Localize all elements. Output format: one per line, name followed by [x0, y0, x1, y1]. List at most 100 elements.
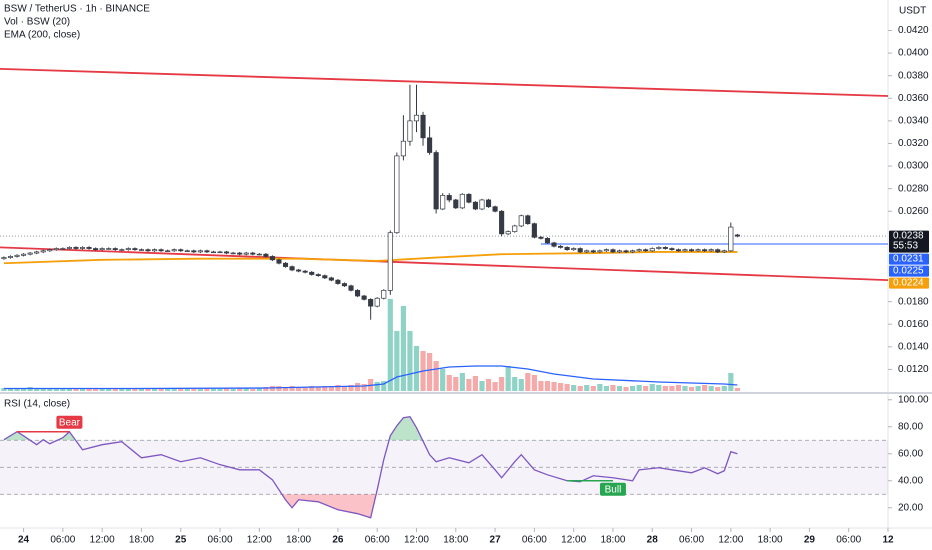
countdown-label: 55:53 [893, 241, 918, 252]
x-tick-label: 18:00 [600, 535, 625, 546]
x-tick-label: 12:00 [247, 535, 272, 546]
rsi-tick-label: 20.00 [898, 502, 923, 513]
volume-bar [557, 383, 564, 391]
volume-bar [184, 388, 190, 391]
price-label-box [889, 277, 929, 289]
candle-body [119, 249, 125, 251]
volume-bar [230, 389, 236, 391]
volume-bar [263, 387, 269, 391]
ema-line [3, 251, 738, 265]
volume-bar [328, 386, 334, 391]
volume-bar [721, 386, 727, 391]
divergence-label-box [56, 415, 83, 429]
volume-bar [610, 385, 616, 391]
y-tick-label: 0.0300 [898, 161, 929, 172]
candle-body [250, 252, 256, 255]
volume-bar [675, 385, 682, 391]
candle-body [734, 234, 740, 237]
y-tick-label: 0.0140 [898, 341, 929, 352]
volume-bar [315, 387, 321, 391]
volume-bar [492, 382, 498, 391]
candle-body [407, 120, 413, 142]
volume-bar [73, 389, 79, 391]
candle-body [662, 247, 668, 249]
candle-body [610, 249, 616, 253]
candle-body [355, 289, 361, 297]
candle-body [197, 250, 203, 253]
x-tick-label: 12:00 [90, 535, 115, 546]
volume-bar [433, 361, 439, 391]
candle-body [440, 195, 446, 210]
candle-body [688, 249, 695, 252]
candle-body [269, 256, 275, 261]
candle-body [191, 250, 197, 253]
volume-bar [132, 389, 138, 391]
candle-body [243, 252, 249, 255]
volume-bar [151, 389, 158, 391]
volume-bar [531, 375, 537, 391]
candle-body [165, 250, 171, 252]
volume-bar [597, 384, 603, 391]
volume-bar [525, 373, 531, 391]
volume-bar [643, 386, 649, 391]
x-tick-label: 28 [647, 535, 659, 546]
trend-line [0, 68, 888, 97]
y-tick-label: 0.0420 [898, 25, 929, 36]
candle-body [204, 250, 210, 253]
candle-body [643, 249, 649, 252]
y-tick-label: 0.0160 [898, 319, 929, 330]
y-tick-label: 0.0280 [898, 183, 929, 194]
price-label: 0.0224 [893, 278, 924, 289]
candle-body [302, 270, 308, 273]
candle-body [590, 250, 596, 253]
volume-bar [309, 386, 315, 391]
volume-bar [165, 388, 171, 391]
price-label: 0.0238 [893, 231, 924, 242]
candle-body [171, 249, 177, 252]
candle-body [151, 249, 158, 252]
x-tick-label: 06:00 [522, 535, 547, 546]
candle-body [309, 271, 315, 275]
x-tick-label: 27 [490, 535, 502, 546]
volume-bar [348, 385, 354, 391]
volume-bar [577, 386, 583, 391]
volume-bar [204, 388, 210, 391]
rsi-oversold-fill [3, 494, 738, 518]
volume-bar [47, 388, 53, 391]
candle-body [675, 249, 681, 252]
volume-bar [472, 376, 479, 391]
volume-bar [485, 379, 492, 391]
candle-body [374, 297, 380, 307]
candle-body [1, 257, 7, 260]
volume-bar [695, 386, 701, 391]
candle-body [230, 252, 236, 255]
candle-body [40, 250, 46, 253]
candle-body [178, 249, 184, 252]
candle-body [446, 195, 452, 201]
candle-body [73, 247, 79, 249]
volume-bar [387, 299, 393, 391]
candle-body [492, 206, 498, 212]
candle-body [636, 249, 642, 252]
rsi-tick-label: 100.00 [898, 394, 929, 405]
x-tick-label: 12:00 [561, 535, 586, 546]
candle-body [571, 248, 577, 251]
volume-bar [590, 386, 596, 391]
plot: 0.0420 0.0400 0.0380 0.0360 0.0340 0.0320 0.03… [0, 25, 929, 546]
candle-body [322, 275, 328, 279]
candle-body [564, 247, 570, 251]
candle-body [603, 249, 609, 252]
candle-body [649, 248, 655, 252]
volume-bar [60, 388, 66, 391]
y-tick-label: 0.0400 [898, 48, 929, 59]
volume-bar [381, 381, 387, 391]
volume-bar [191, 389, 197, 391]
rsi-legend: RSI (14, close) [4, 399, 70, 410]
candle-body [400, 140, 406, 157]
volume-bar [237, 388, 243, 391]
candle-body [381, 289, 387, 299]
candle-body [387, 232, 393, 291]
candle-body [27, 252, 33, 255]
candle-body [53, 248, 59, 251]
candle-body [682, 249, 688, 252]
